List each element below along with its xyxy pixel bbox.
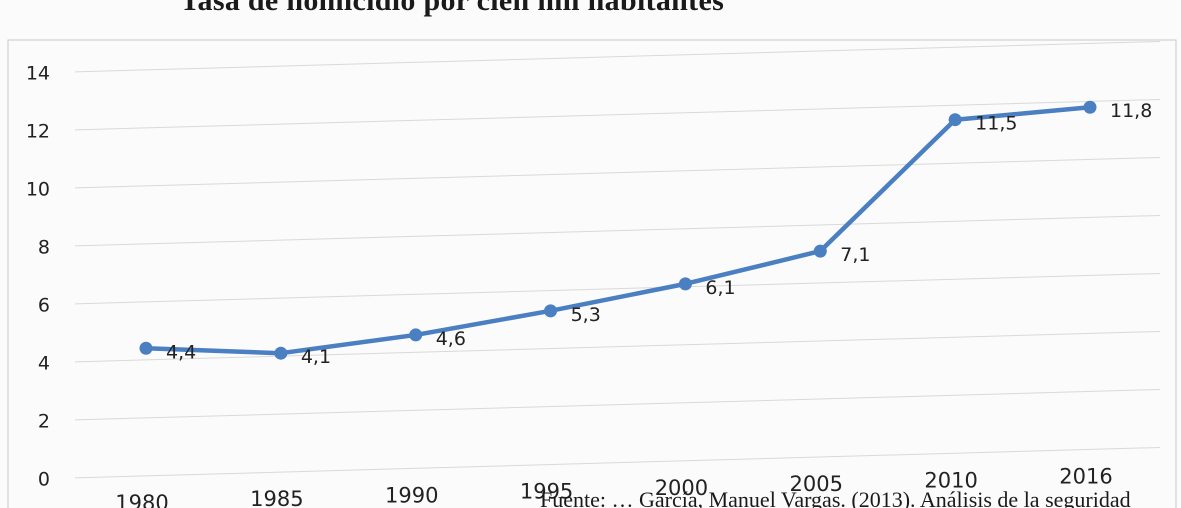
- gridline-12: [74, 98, 1161, 131]
- data-point: [139, 341, 153, 355]
- data-point: [274, 346, 288, 360]
- data-label: 6,1: [705, 277, 735, 299]
- y-tick-label: 12: [26, 121, 50, 143]
- data-label: 11,8: [1110, 100, 1152, 122]
- y-tick-label: 6: [38, 295, 50, 317]
- gridline-2: [74, 388, 1161, 421]
- x-tick-label: 1990: [385, 483, 438, 507]
- y-tick-label: 14: [26, 63, 50, 85]
- plot-area-frame: [7, 39, 1177, 508]
- x-tick-label: 2010: [924, 468, 977, 492]
- gridline-0: [74, 446, 1161, 479]
- gridline-8: [74, 214, 1161, 247]
- data-label: 4,1: [301, 346, 331, 368]
- y-tick-label: 8: [38, 237, 50, 259]
- x-tick-label: 2016: [1059, 465, 1112, 489]
- y-tick-label: 10: [26, 179, 50, 201]
- data-point: [948, 113, 962, 127]
- data-label: 4,6: [436, 328, 466, 350]
- chart-title: Tasa de homicidio por cien mil habitante…: [180, 0, 725, 17]
- y-tick-label: 2: [38, 411, 50, 433]
- data-point: [1083, 100, 1097, 114]
- gridlines: [74, 40, 1161, 479]
- data-point: [813, 244, 827, 258]
- series-layer: [139, 100, 1097, 360]
- y-tick-label: 0: [38, 469, 50, 491]
- gridline-4: [74, 330, 1161, 363]
- data-point: [678, 277, 692, 291]
- data-point: [409, 328, 423, 342]
- y-tick-label: 4: [38, 353, 50, 375]
- data-label: 11,5: [975, 113, 1017, 135]
- data-label: 7,1: [840, 244, 870, 266]
- source-note: Fuente: … García, Manuel Vargas. (2013).…: [540, 487, 1131, 508]
- x-tick-label: 1995: [520, 480, 573, 504]
- x-axis-ticks: 1980 1985 1990 1995 2000 2005 2010 2016: [115, 465, 1112, 508]
- gridline-10: [74, 156, 1161, 189]
- gridline-14: [74, 40, 1161, 73]
- data-point: [544, 304, 558, 318]
- x-tick-label: 1985: [250, 487, 303, 508]
- gridline-6: [74, 272, 1161, 305]
- data-label: 4,4: [166, 341, 196, 363]
- y-axis-ticks: 0 2 4 6 8 10 12 14: [26, 63, 50, 491]
- x-tick-label: 2000: [655, 476, 708, 500]
- x-tick-label: 2005: [790, 472, 843, 496]
- x-tick-label: 1980: [115, 491, 168, 508]
- series-line: [143, 104, 1093, 356]
- data-label: 5,3: [571, 304, 601, 326]
- data-labels: 4,4 4,1 4,6 5,3 6,1 7,1 11,5 11,8: [166, 100, 1152, 368]
